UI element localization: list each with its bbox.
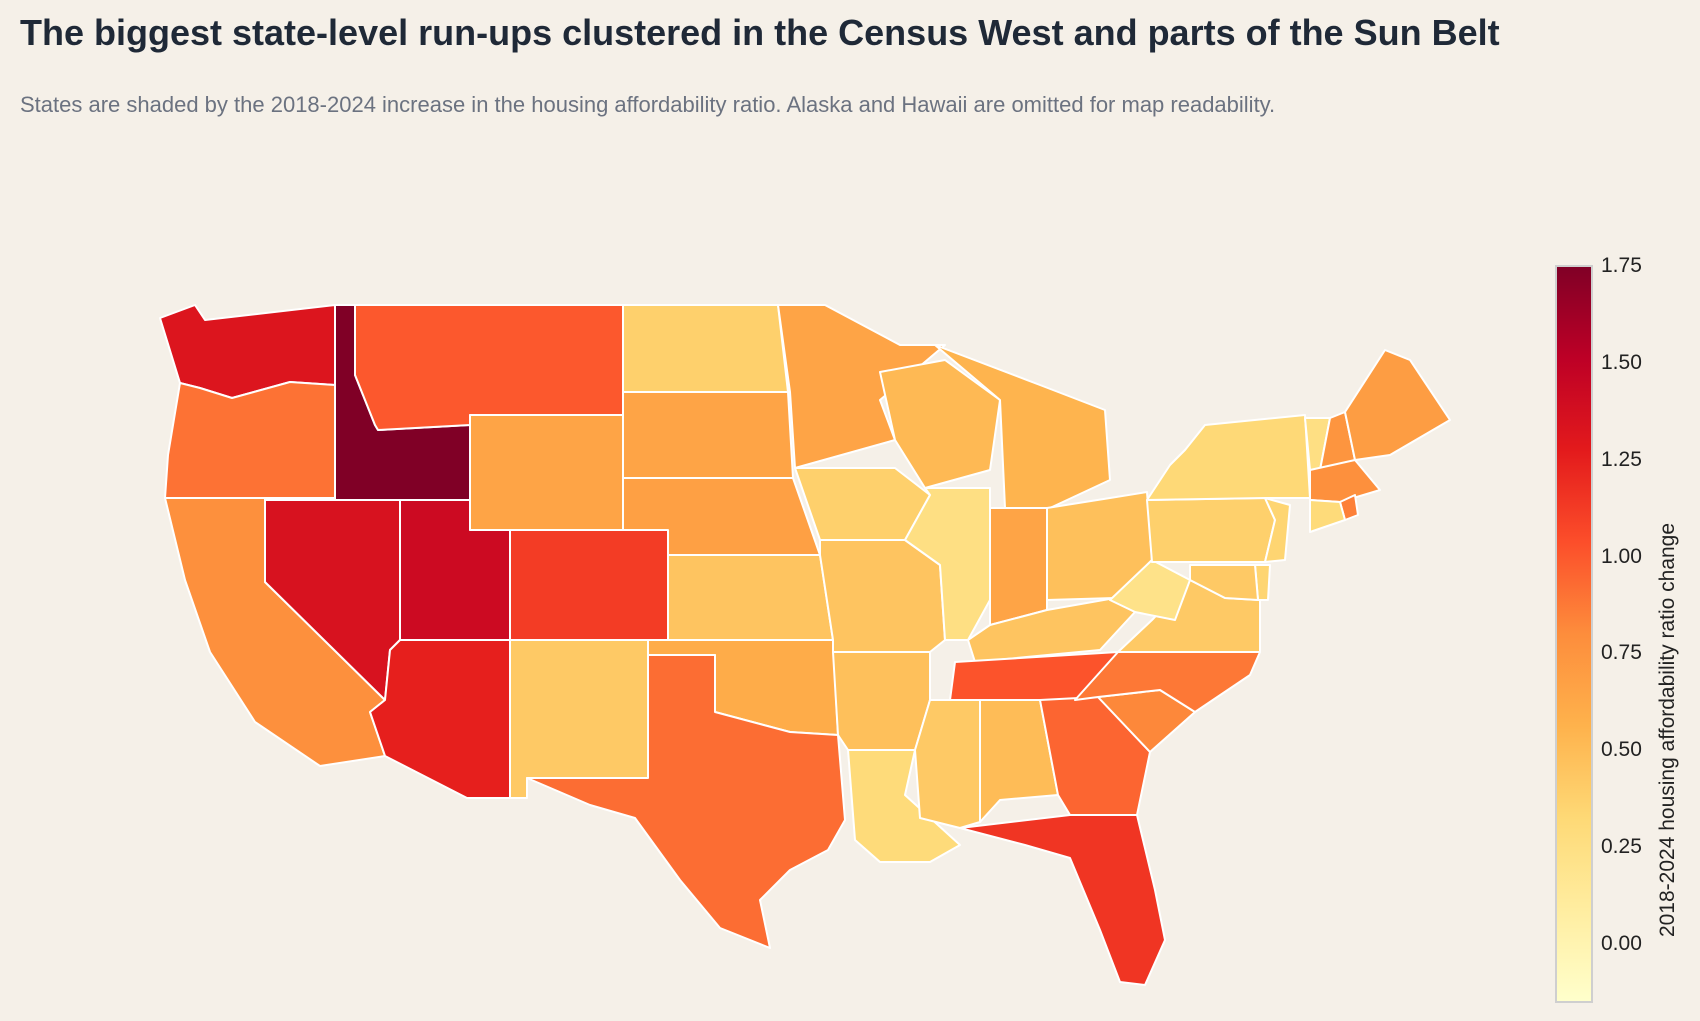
state-new-york xyxy=(1146,414,1311,501)
map-subtitle: States are shaded by the 2018-2024 incre… xyxy=(20,92,1276,117)
state-new-mexico xyxy=(509,639,649,799)
state-north-dakota xyxy=(622,304,789,393)
colorbar-tick-label: 1.00 xyxy=(1601,544,1642,568)
state-montana xyxy=(354,304,624,431)
state-arizona xyxy=(369,639,511,799)
state-iowa xyxy=(794,467,931,541)
state-wyoming xyxy=(469,414,624,531)
state-louisiana xyxy=(847,749,961,863)
state-maryland xyxy=(1189,564,1259,601)
state-massachusetts xyxy=(1309,459,1381,503)
colorbar-tick-label: 0.25 xyxy=(1601,835,1642,859)
colorbar xyxy=(1555,265,1593,1003)
colorbar-tick-label: 1.75 xyxy=(1601,254,1642,277)
colorbar-tick-label: 1.25 xyxy=(1601,447,1642,471)
state-wisconsin xyxy=(879,359,1001,489)
colorbar-tick-label: 0.00 xyxy=(1601,931,1642,955)
state-texas xyxy=(526,654,846,949)
state-alabama xyxy=(979,699,1059,823)
colorbar-tick-label: 1.50 xyxy=(1601,350,1642,374)
states-layer xyxy=(159,304,1451,986)
colorbar-tick-label: 0.50 xyxy=(1601,738,1642,762)
state-indiana xyxy=(989,507,1048,626)
state-west-virginia xyxy=(1109,559,1191,621)
colorbar-gradient xyxy=(1555,265,1593,1003)
state-kansas xyxy=(667,554,834,641)
state-arkansas xyxy=(832,651,931,751)
state-pennsylvania xyxy=(1146,497,1276,563)
colorbar-title: 2018-2024 housing affordability ratio ch… xyxy=(1656,522,1679,938)
state-michigan xyxy=(934,344,1111,509)
state-oregon xyxy=(164,381,346,499)
state-mississippi xyxy=(914,699,981,829)
state-florida xyxy=(959,814,1166,986)
state-missouri xyxy=(819,539,946,653)
state-new-jersey xyxy=(1264,497,1291,563)
state-minnesota xyxy=(777,304,946,469)
colorbar-tick-label: 0.75 xyxy=(1601,641,1642,665)
map-title: The biggest state-level run-ups clustere… xyxy=(20,12,1500,53)
state-south-dakota xyxy=(622,391,794,479)
state-colorado xyxy=(509,529,669,641)
state-maine xyxy=(1344,349,1451,461)
state-connecticut xyxy=(1309,499,1346,533)
